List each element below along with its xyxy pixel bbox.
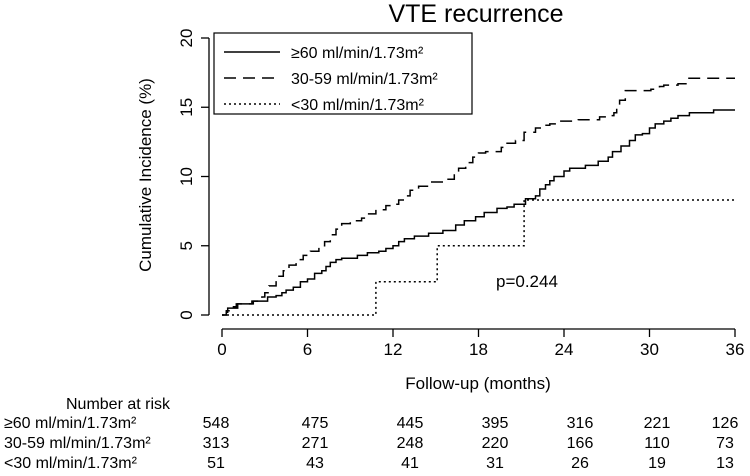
- legend-box: [213, 32, 473, 115]
- series-line-1: [222, 109, 735, 316]
- risk-value: 220: [481, 435, 509, 452]
- risk-value: 31: [486, 455, 504, 472]
- y-tick-label: 20: [177, 29, 196, 48]
- risk-row: <30 ml/min/1.73m² 51 43 41 31 26 19 13: [0, 455, 750, 475]
- x-tick-label: 30: [640, 340, 659, 359]
- risk-value: 548: [202, 415, 230, 432]
- series-layer: [222, 77, 735, 316]
- x-axis-label: Follow-up (months): [405, 374, 551, 393]
- risk-value: 73: [716, 435, 734, 452]
- x-tick-label: 24: [555, 340, 574, 359]
- risk-value: 43: [306, 455, 324, 472]
- y-tick-label: 10: [177, 167, 196, 186]
- risk-value: 475: [301, 415, 329, 432]
- risk-value: 313: [202, 435, 230, 452]
- y-tick-label: 5: [177, 241, 196, 250]
- chart: VTE recurrence 0 5 10 15 20 0 6 12 18 24 30 36 ≥60 …: [136, 0, 744, 393]
- risk-value: 51: [207, 455, 225, 472]
- risk-value: 126: [711, 415, 739, 432]
- y-tick-label: 0: [177, 310, 196, 319]
- risk-value: 271: [301, 435, 329, 452]
- series-line-2: [222, 77, 735, 316]
- risk-value: 248: [396, 435, 424, 452]
- y-tick-label: 15: [177, 98, 196, 117]
- risk-value: 395: [481, 415, 509, 432]
- axes: 0 5 10 15 20 0 6 12 18 24 30 36: [177, 29, 744, 359]
- series-line-3: [222, 199, 735, 316]
- legend-label-2: 30-59 ml/min/1.73m²: [291, 71, 438, 88]
- legend: ≥60 ml/min/1.73m² 30-59 ml/min/1.73m² <30 …: [213, 32, 473, 115]
- legend-label-1: ≥60 ml/min/1.73m²: [291, 45, 424, 62]
- risk-row: ≥60 ml/min/1.73m² 548 475 445 395 316 221 126: [0, 415, 750, 435]
- x-tick-label: 18: [469, 340, 488, 359]
- risk-value: 445: [396, 415, 424, 432]
- risk-value: 41: [401, 455, 419, 472]
- x-tick-label: 36: [726, 340, 745, 359]
- risk-value: 26: [571, 455, 589, 472]
- y-axis-label: Cumulative Incidence (%): [136, 78, 155, 272]
- risk-row-label: ≥60 ml/min/1.73m²: [4, 415, 137, 432]
- risk-table-title: Number at risk: [66, 396, 171, 413]
- risk-row-label: 30-59 ml/min/1.73m²: [4, 435, 151, 452]
- risk-value: 13: [716, 455, 734, 472]
- risk-row: 30-59 ml/min/1.73m² 313 271 248 220 166 110 73: [0, 435, 750, 455]
- p-value-annotation: p=0.244: [496, 272, 558, 291]
- legend-label-3: <30 ml/min/1.73m²: [291, 97, 425, 114]
- risk-value: 316: [566, 415, 594, 432]
- x-tick-label: 6: [303, 340, 312, 359]
- risk-value: 221: [643, 415, 671, 432]
- risk-value: 166: [566, 435, 594, 452]
- x-tick-label: 12: [384, 340, 403, 359]
- x-tick-label: 0: [217, 340, 226, 359]
- risk-row-label: <30 ml/min/1.73m²: [4, 455, 137, 472]
- risk-value: 110: [644, 435, 670, 452]
- chart-title: VTE recurrence: [388, 0, 563, 28]
- risk-value: 19: [648, 455, 666, 472]
